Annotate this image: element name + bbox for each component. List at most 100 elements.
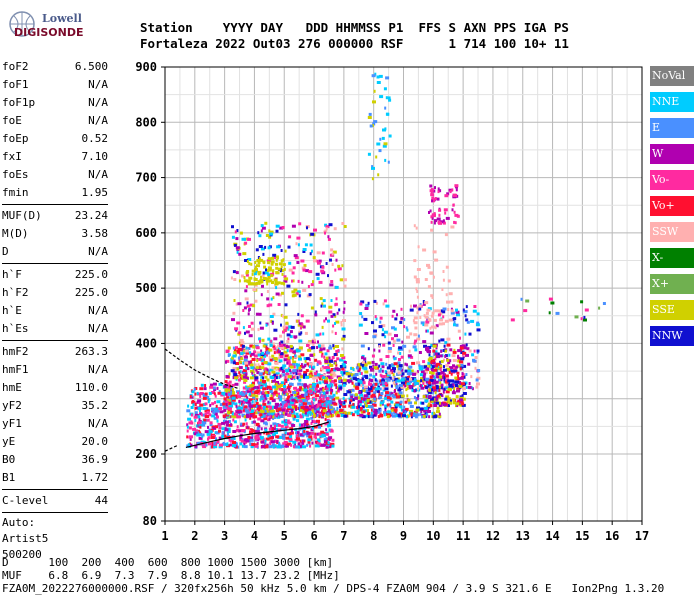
echo-point <box>439 381 442 385</box>
echo-point <box>325 410 329 414</box>
echo-point <box>352 377 357 381</box>
echo-point <box>359 380 364 384</box>
echo-point <box>289 349 294 353</box>
legend-item-nne: NNE <box>650 92 694 112</box>
echo-point <box>301 383 304 387</box>
echo-point <box>420 410 423 413</box>
echo-point <box>383 381 388 385</box>
echo-point <box>371 177 374 181</box>
echo-point <box>427 395 432 399</box>
echo-point <box>459 403 462 407</box>
echo-point <box>338 384 343 388</box>
param-row-foes: foEs N/A <box>0 166 118 184</box>
echo-point <box>318 425 322 429</box>
param-row-foep: foEp 0.52 <box>0 130 118 148</box>
echo-point <box>406 414 410 418</box>
echo-point <box>283 279 288 283</box>
echo-point <box>262 376 265 380</box>
param-row-hmf2: hmF2 263.3 <box>0 343 118 361</box>
echo-point <box>267 405 271 409</box>
echo-point <box>313 228 317 232</box>
echo-point <box>293 254 298 258</box>
echo-point <box>257 328 260 332</box>
echo-point <box>316 403 321 407</box>
x-tick-label: 7 <box>340 529 347 543</box>
echo-point <box>257 424 261 428</box>
echo-point <box>373 397 377 401</box>
echo-point <box>200 413 203 417</box>
echo-point <box>452 350 457 354</box>
echo-point <box>366 392 371 395</box>
echo-point <box>249 351 252 355</box>
echo-point <box>265 407 269 411</box>
echo-point <box>287 442 292 446</box>
echo-point <box>291 224 296 228</box>
echo-point <box>419 384 422 388</box>
echo-point <box>368 380 371 384</box>
echo-point <box>231 388 234 391</box>
echo-point <box>255 365 260 369</box>
echo-point <box>326 375 331 379</box>
echo-point <box>452 398 456 402</box>
echo-point <box>386 366 391 370</box>
echo-point <box>202 396 207 400</box>
echo-point <box>311 403 314 407</box>
echo-point <box>189 394 192 398</box>
echo-point <box>319 297 323 301</box>
echo-point <box>311 426 314 430</box>
echo-point <box>327 358 330 362</box>
echo-point <box>350 398 355 402</box>
echo-point <box>428 383 432 386</box>
echo-point <box>433 350 438 354</box>
echo-point <box>262 444 266 448</box>
y-tick-label: 200 <box>135 447 157 461</box>
echo-point <box>456 371 460 375</box>
echo-point <box>288 432 291 436</box>
echo-point <box>331 379 335 383</box>
echo-point <box>263 361 268 364</box>
echo-point <box>216 440 220 444</box>
legend-item-vo: Vo+ <box>650 196 694 216</box>
echo-point <box>257 231 260 235</box>
echo-point <box>319 387 323 391</box>
echo-point <box>350 405 353 409</box>
echo-point <box>423 406 428 410</box>
echo-point <box>350 366 354 370</box>
echo-point <box>332 344 335 348</box>
echo-point <box>299 374 302 378</box>
echo-point <box>236 250 239 254</box>
echo-point <box>238 429 242 433</box>
data-points <box>186 72 606 449</box>
echo-point <box>366 399 369 403</box>
echo-point <box>431 199 434 203</box>
echo-point <box>194 418 197 422</box>
echo-point <box>218 445 223 449</box>
param-name: hmE <box>2 381 22 394</box>
echo-point <box>227 386 230 390</box>
echo-point <box>320 354 323 358</box>
echo-point <box>279 374 282 378</box>
echo-point <box>293 288 298 292</box>
echo-point <box>356 411 360 415</box>
echo-point <box>395 382 398 386</box>
param-value: 23.24 <box>74 209 108 222</box>
echo-point <box>243 445 248 449</box>
echo-point <box>330 299 333 302</box>
echo-point <box>359 413 364 417</box>
echo-point <box>382 128 386 132</box>
echo-point <box>278 387 282 391</box>
echo-point <box>369 414 373 418</box>
echo-point <box>364 332 369 335</box>
param-value: 44 <box>94 494 108 507</box>
echo-point <box>520 297 523 301</box>
echo-point <box>342 404 347 408</box>
echo-point <box>302 250 306 253</box>
echo-point <box>383 299 387 303</box>
echo-point <box>283 358 287 362</box>
echo-point <box>204 430 209 434</box>
echo-point <box>400 408 404 412</box>
echo-point <box>188 426 192 430</box>
echo-point <box>241 347 246 351</box>
echo-point <box>431 388 434 392</box>
echo-point <box>402 344 407 348</box>
